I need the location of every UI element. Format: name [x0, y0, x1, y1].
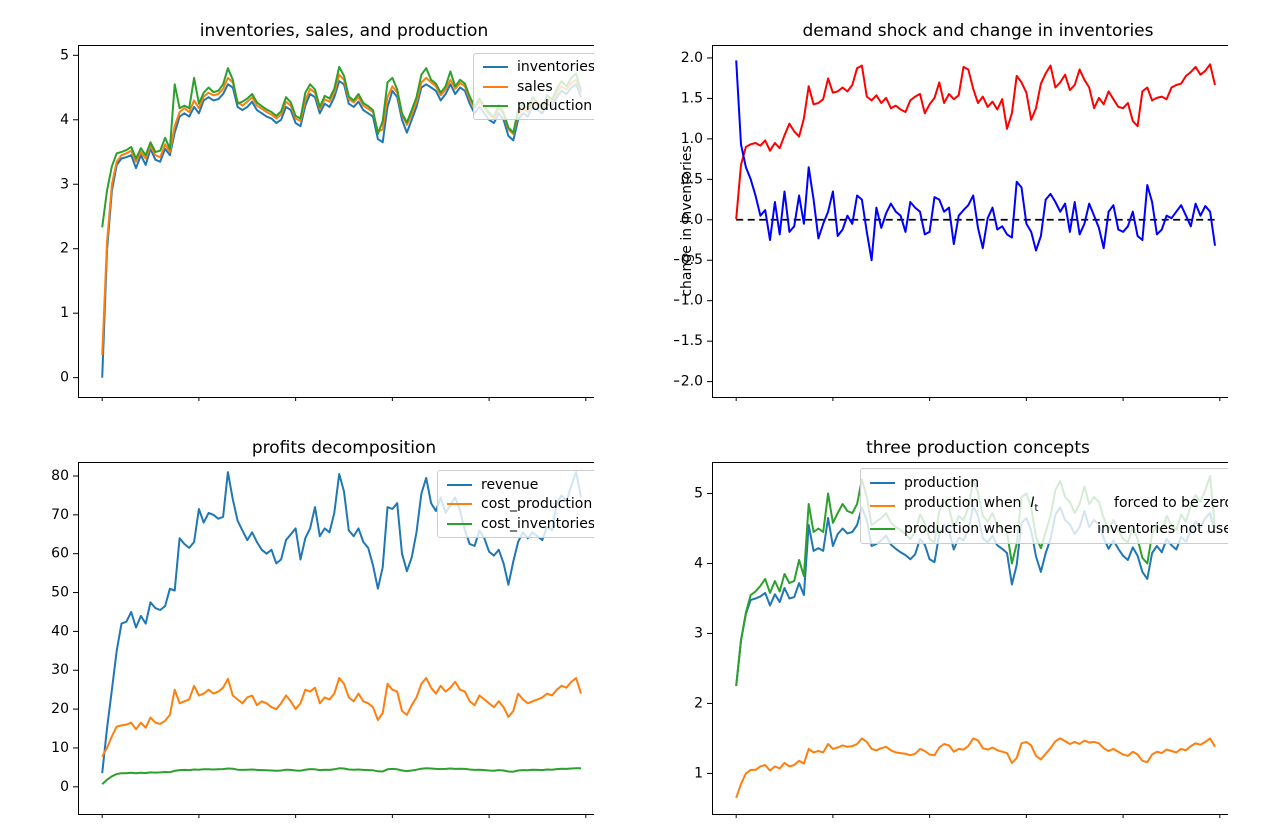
y-tick-label: 4	[694, 555, 703, 571]
legend-item: production when It forced to be zero	[870, 494, 1228, 518]
y-tick-label: 30	[51, 662, 69, 678]
y-tick-label: −1.5	[674, 333, 703, 349]
y-tick-label: 1	[60, 305, 69, 321]
y-tick-label: 40	[51, 623, 69, 639]
series-line-cost-inventories	[101, 767, 582, 785]
legend-item: revenue	[447, 476, 591, 494]
series-line-change-in-inventories	[735, 60, 1216, 262]
y-tick-label: 1.0	[681, 131, 703, 147]
legend: production production when It forced to b…	[860, 468, 1228, 544]
legend-label: production	[904, 475, 980, 492]
legend-line-swatch	[483, 85, 508, 88]
legend-item: cost_inventories	[447, 515, 594, 533]
y-tick-label: 20	[51, 701, 69, 717]
chart-title: inventories, sales, and production	[199, 21, 489, 41]
legend-line-swatch	[483, 66, 508, 69]
chart-title: profits decomposition	[251, 438, 437, 458]
legend-label: inventories	[517, 59, 594, 76]
legend-line-swatch	[483, 104, 508, 107]
legend-label: sales	[517, 78, 553, 95]
axes-spines	[712, 45, 1228, 398]
axes-spines	[712, 462, 1228, 815]
series-line-cost-production	[101, 677, 582, 757]
legend-label: production when It forced to be zero	[904, 495, 1228, 514]
y-tick-label: 1.5	[681, 90, 703, 106]
y-tick-label: 5	[60, 47, 69, 63]
y-tick-label: 1	[694, 765, 703, 781]
series-line-demand-shock	[735, 63, 1216, 220]
legend: revenue cost_production cost_inventories	[437, 470, 594, 538]
legend-item: production	[483, 97, 593, 115]
axes-spines	[78, 45, 594, 398]
axes-spines	[78, 462, 594, 815]
legend-label: cost_production	[481, 496, 593, 512]
subplot-three-production-concepts: three production concepts 0 20 40 60 80 100 1 2…	[674, 433, 1228, 818]
legend-line-swatch	[870, 482, 895, 485]
legend-label: cost_inventories	[481, 515, 594, 532]
y-tick-label: 60	[51, 546, 69, 562]
y-tick-label: 2.0	[681, 50, 703, 66]
series-line-revenue	[101, 471, 582, 774]
subplot-demand-shock-change-in-inventories: demand shock and change in inventories 0…	[674, 16, 1228, 401]
y-tick-label: 2	[694, 695, 703, 711]
subplot-inventories-sales-production: inventories, sales, and production 0 20 40…	[40, 16, 594, 401]
legend-label: production when inventories not useful	[904, 520, 1228, 537]
legend-label: revenue	[481, 476, 539, 493]
legend-item: sales	[483, 78, 590, 96]
legend-label: production	[517, 97, 593, 114]
legend-item: cost_production	[447, 495, 593, 513]
y-tick-label: 10	[51, 740, 69, 756]
chart-title: demand shock and change in inventories	[802, 21, 1154, 41]
y-tick-label: 5	[694, 485, 703, 501]
legend-line-swatch	[447, 522, 472, 525]
y-tick-label: 50	[51, 585, 69, 601]
subplot-profits-decomposition: profits decomposition 0 20 40 60 80 100 0 10 20 3…	[40, 433, 594, 818]
y-tick-label: 80	[51, 468, 69, 484]
y-tick-label: 0.5	[681, 171, 703, 187]
y-axis-label: change in inventories	[679, 145, 695, 296]
y-tick-label: 70	[51, 507, 69, 523]
y-tick-label: −2.0	[674, 374, 703, 390]
plot-area: 0 20 40 60 80 100−2.0−1.5−1.0−0.50.00.51.01.5…	[674, 45, 1228, 401]
y-tick-label: 3	[60, 176, 69, 192]
legend: inventories sales production	[473, 53, 594, 120]
y-tick-label: 0.0	[681, 212, 703, 228]
y-tick-label: −1.0	[674, 293, 703, 309]
legend-line-swatch	[870, 504, 895, 507]
legend-item: production when inventories not useful	[870, 520, 1228, 538]
y-tick-label: 2	[60, 241, 69, 257]
y-tick-label: −0.5	[674, 252, 703, 268]
legend-line-swatch	[447, 483, 472, 486]
y-tick-label: 3	[694, 625, 703, 641]
series-line-production-when-i-t-forced-to-be-zero	[735, 737, 1216, 799]
y-tick-label: 0	[60, 779, 69, 795]
y-tick-label: 4	[60, 112, 69, 128]
legend-line-swatch	[447, 503, 472, 505]
legend-item: production	[870, 474, 1228, 492]
legend-line-swatch	[870, 527, 895, 530]
legend-item: inventories	[483, 58, 594, 76]
y-tick-label: 0	[60, 370, 69, 386]
chart-title: three production concepts	[866, 438, 1090, 458]
